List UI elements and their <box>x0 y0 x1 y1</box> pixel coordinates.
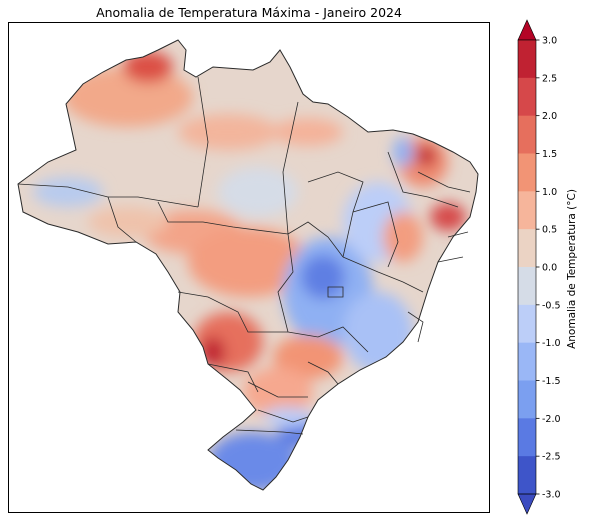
colorbar-band <box>518 380 536 419</box>
colorbar-tick-label: 0.5 <box>542 225 557 236</box>
colorbar-bands <box>517 19 537 515</box>
colorbar-band <box>518 153 536 192</box>
colorbar-band <box>518 115 536 154</box>
colorbar-band <box>518 304 536 344</box>
colorbar-extend-max <box>517 19 537 41</box>
colorbar-label: Anomalia de Temperatura (°C) <box>566 189 578 349</box>
colorbar-band <box>518 342 536 381</box>
colorbar-extend-min <box>517 493 537 515</box>
colorbar-band <box>518 191 536 230</box>
colorbar-band <box>518 418 536 457</box>
colorbar-band <box>518 456 536 495</box>
colorbar-band <box>518 267 536 306</box>
colorbar-ticks: 3.0 2.5 2.0 1.5 1.0 0.5 0.0 -0.5 -1.0 -1.5 -2.0 -2.… <box>536 36 561 501</box>
colorbar-tick-label: -2.5 <box>542 452 561 463</box>
colorbar-tick-label: -1.0 <box>542 338 561 349</box>
state-borders <box>17 76 471 435</box>
colorbar-band <box>518 40 536 79</box>
colorbar-tick-label: 1.5 <box>542 149 557 160</box>
colorbar-tick-label: -0.5 <box>542 300 561 311</box>
colorbar-tick-label: 2.5 <box>542 73 557 84</box>
colorbar-band <box>518 77 536 117</box>
colorbar-tick-label: 0.0 <box>542 263 557 274</box>
colorbar-tick-label: 1.0 <box>542 187 557 198</box>
colorbar-band <box>518 229 536 268</box>
colorbar-tick-label: -2.0 <box>542 414 561 425</box>
colorbar-tick-label: 2.0 <box>542 111 557 122</box>
map-frame <box>8 22 490 513</box>
colorbar: 3.0 2.5 2.0 1.5 1.0 0.5 0.0 -0.5 -1.0 -1.5 -2.0 -2.… <box>517 19 578 515</box>
colorbar-tick-label: 3.0 <box>542 36 557 47</box>
colorbar-tick-label: -1.5 <box>542 376 561 387</box>
colorbar-tick-label: -3.0 <box>542 490 561 501</box>
map-title: Anomalia de Temperatura Máxima - Janeiro… <box>96 5 402 20</box>
